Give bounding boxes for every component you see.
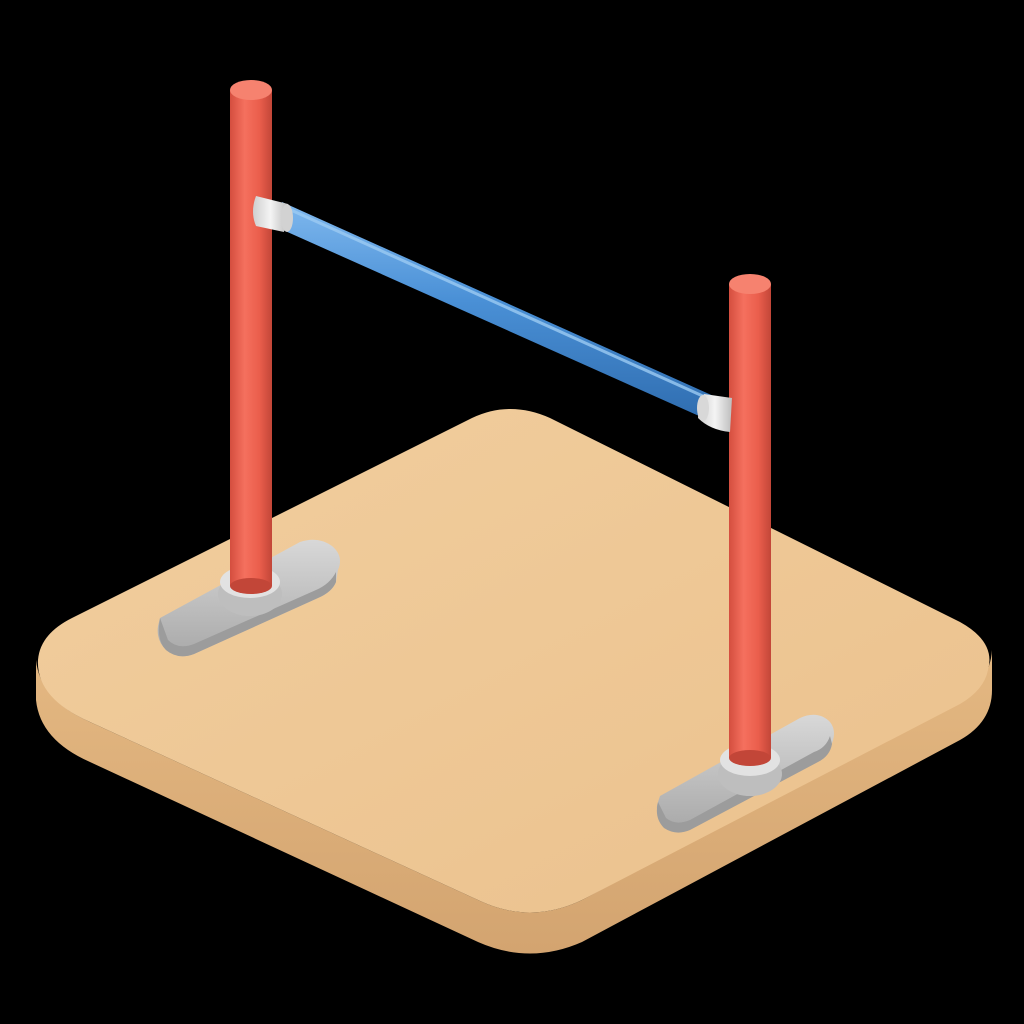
left-post [230, 80, 272, 594]
left-bar-fitting [253, 196, 293, 232]
right-post [729, 274, 771, 766]
crossbar [274, 202, 718, 420]
mat-side [36, 650, 992, 954]
right-bar-fitting [697, 394, 732, 432]
landing-mat [36, 409, 992, 954]
mat-top [37, 409, 990, 913]
